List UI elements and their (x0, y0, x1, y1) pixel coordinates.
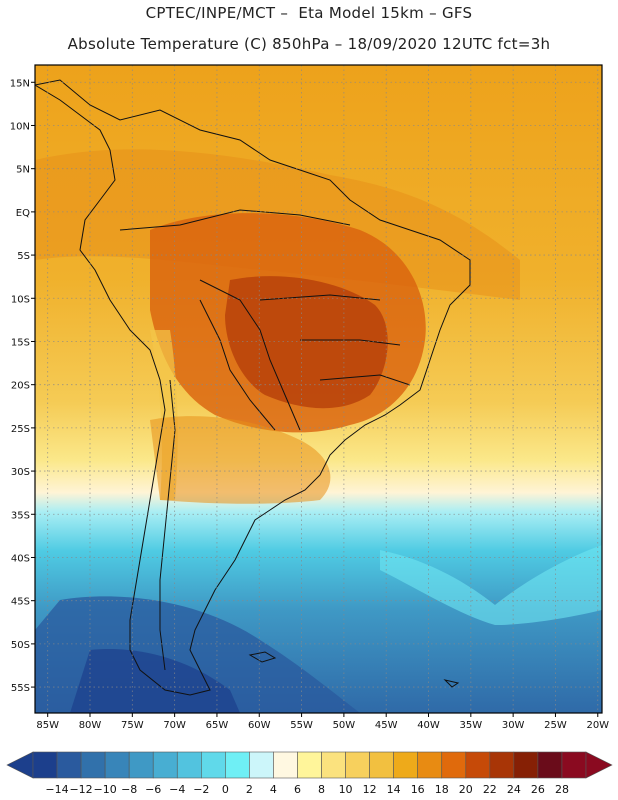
chart-title-line2: Absolute Temperature (C) 850hPa – 18/09/… (67, 35, 551, 53)
colorbar-box (297, 751, 322, 779)
colorbar-box (465, 751, 491, 779)
lat-label: 45S (11, 597, 30, 608)
lon-label: 65W (206, 720, 229, 731)
lon-label: 60W (248, 720, 271, 731)
colorbar-box (176, 751, 202, 779)
lon-label: 40W (417, 720, 440, 731)
colorbar-label: 22 (483, 783, 497, 796)
lat-label: 55S (11, 683, 30, 694)
colorbar-label: 8 (318, 783, 325, 796)
colorbar-box (152, 751, 178, 779)
colorbar-label: 16 (411, 783, 425, 796)
colorbar-label: −8 (121, 783, 137, 796)
colorbar-label: 20 (459, 783, 473, 796)
colorbar-box (345, 751, 370, 779)
colorbar-box (249, 751, 274, 779)
lat-label: 10N (10, 121, 30, 132)
colorbar-label: 2 (246, 783, 253, 796)
colorbar-box (273, 751, 298, 779)
lon-label: 50W (333, 720, 356, 731)
colorbar-label: 10 (339, 783, 353, 796)
colorbar-box (513, 751, 539, 779)
lat-label: 5N (16, 165, 30, 176)
colorbar-box (537, 751, 563, 779)
colorbar-box (441, 751, 467, 779)
latitude-ticks: 15N 10N 5N EQ 5S 10S 15S 20S 25S 30S 35S 40S 45S 50S 5… (10, 78, 35, 694)
border-north (119, 209, 351, 231)
colorbar-label: 12 (363, 783, 377, 796)
map-frame (34, 64, 603, 714)
colorbar-box (561, 751, 587, 779)
temperature-field (35, 65, 602, 713)
colorbar-box (32, 751, 58, 779)
colorbar-arrow-high (585, 751, 613, 779)
lat-label: EQ (16, 208, 30, 219)
colorbar-box (393, 751, 418, 779)
graticule (35, 65, 602, 713)
lat-label: 25S (11, 424, 30, 435)
coastlines (35, 79, 471, 696)
colorbar-label: 0 (222, 783, 229, 796)
lon-label: 20W (586, 720, 609, 731)
colorbar-label: 26 (531, 783, 545, 796)
lat-label: 35S (11, 510, 30, 521)
colorbar-box (225, 751, 250, 779)
warm-region-south (150, 416, 331, 504)
colorbar-label: 24 (507, 783, 521, 796)
colorbar-label: 28 (555, 783, 569, 796)
colorbar-labels: −14 −12 −10 −8 −6 −4 −2 0 2 4 6 8 10 12 14 16 18 20 22 24 26… (45, 783, 569, 796)
colorbar-label: 18 (435, 783, 449, 796)
border-brazil-west (199, 279, 301, 431)
lat-label: 15N (10, 78, 30, 89)
lat-label: 20S (11, 381, 30, 392)
lon-label: 25W (544, 720, 567, 731)
colorbar-label: −6 (145, 783, 161, 796)
colorbar-box (489, 751, 515, 779)
colorbar-arrow-low (6, 751, 34, 779)
coastline-falklands (248, 651, 277, 663)
lon-label: 55W (290, 720, 313, 731)
lat-label: 50S (11, 640, 30, 651)
lon-label: 45W (375, 720, 398, 731)
lon-label: 35W (460, 720, 483, 731)
coastline-south-georgia (443, 679, 460, 688)
lon-label: 70W (163, 720, 186, 731)
cool-tongue-atlantic (380, 545, 602, 625)
colorbar-box (417, 751, 443, 779)
colorbar-label: 6 (294, 783, 301, 796)
longitude-ticks: 85W 80W 75W 70W 65W 60W 55W 50W 45W 40W 35W 30W 25W 2… (36, 713, 609, 731)
colorbar-label: −14 (45, 783, 68, 796)
colorbar-label: 4 (270, 783, 277, 796)
colorbar-label: 14 (387, 783, 401, 796)
colorbar-box (104, 751, 130, 779)
colorbar-box (56, 751, 82, 779)
colorbar-label: −12 (69, 783, 92, 796)
lon-label: 85W (36, 720, 59, 731)
border-bolivia-paraguay (199, 299, 276, 431)
lat-label: 10S (11, 294, 30, 305)
colorbar-boxes (6, 751, 613, 779)
colorbar-box (321, 751, 346, 779)
lat-label: 5S (17, 251, 30, 262)
lon-label: 30W (502, 720, 525, 731)
coastline-south-america (35, 79, 471, 696)
chart-title-line1: CPTEC/INPE/MCT – Eta Model 15km – GFS (145, 4, 473, 22)
colorbar-box (369, 751, 394, 779)
hottest-region-central-brazil (225, 276, 388, 409)
colorbar-label: −4 (169, 783, 185, 796)
colorbar-box (201, 751, 226, 779)
lon-label: 80W (79, 720, 102, 731)
lon-label: 75W (121, 720, 144, 731)
colorbar-box (80, 751, 106, 779)
colorbar-label: −2 (193, 783, 209, 796)
colorbar-box (128, 751, 154, 779)
lat-label: 40S (11, 553, 30, 564)
lat-label: 30S (11, 467, 30, 478)
colorbar-label: −10 (94, 783, 117, 796)
lat-label: 15S (11, 337, 30, 348)
coldest-core-patagonia (70, 649, 240, 713)
